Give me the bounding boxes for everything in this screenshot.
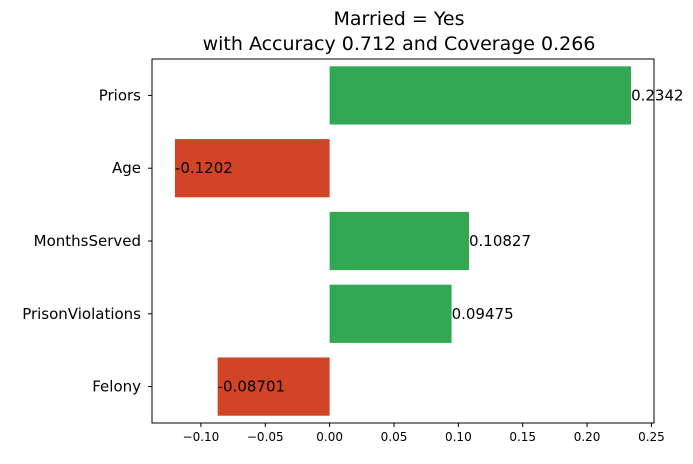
x-tick-label: 0.05 (381, 430, 408, 444)
data-label-monthsserved: 0.10827 (469, 232, 531, 250)
x-tick-label: 0.10 (445, 430, 472, 444)
y-tick-label-age: Age (112, 159, 141, 177)
bars-layer (174, 66, 632, 416)
x-tick-label: 0.15 (509, 430, 536, 444)
data-label-felony: -0.08701 (218, 378, 285, 396)
data-label-prisonviolations: 0.09475 (452, 305, 514, 323)
bar-monthsserved (329, 211, 469, 271)
y-tick-label-priors: Priors (99, 86, 141, 104)
bar-felony (217, 357, 330, 416)
x-tick-label: −0.10 (183, 430, 220, 444)
bar-age (174, 139, 330, 198)
chart-title-line-1: Married = Yes (333, 8, 464, 30)
data-label-age: -0.1202 (175, 159, 233, 177)
y-tick-label-prisonviolations: PrisonViolations (22, 305, 141, 323)
y-tick-label-felony: Felony (92, 378, 141, 396)
x-tick-label: 0.00 (316, 430, 343, 444)
chart-title-line-2: with Accuracy 0.712 and Coverage 0.266 (203, 33, 596, 55)
y-tick-label-monthsserved: MonthsServed (34, 232, 141, 250)
x-tick-label: −0.05 (247, 430, 284, 444)
bar-priors (329, 66, 632, 125)
data-label-priors: 0.2342 (631, 86, 684, 104)
axes-layer: Priors Age MonthsServed PrisonViolations Fel… (22, 58, 665, 444)
bar-prisonviolations (329, 284, 452, 343)
data-labels-layer: 0.2342 -0.1202 0.10827 0.09475 -0.08701 (175, 86, 684, 395)
x-tick-label: 0.20 (574, 430, 601, 444)
plot-frame (151, 58, 655, 424)
x-tick-label: 0.25 (638, 430, 665, 444)
